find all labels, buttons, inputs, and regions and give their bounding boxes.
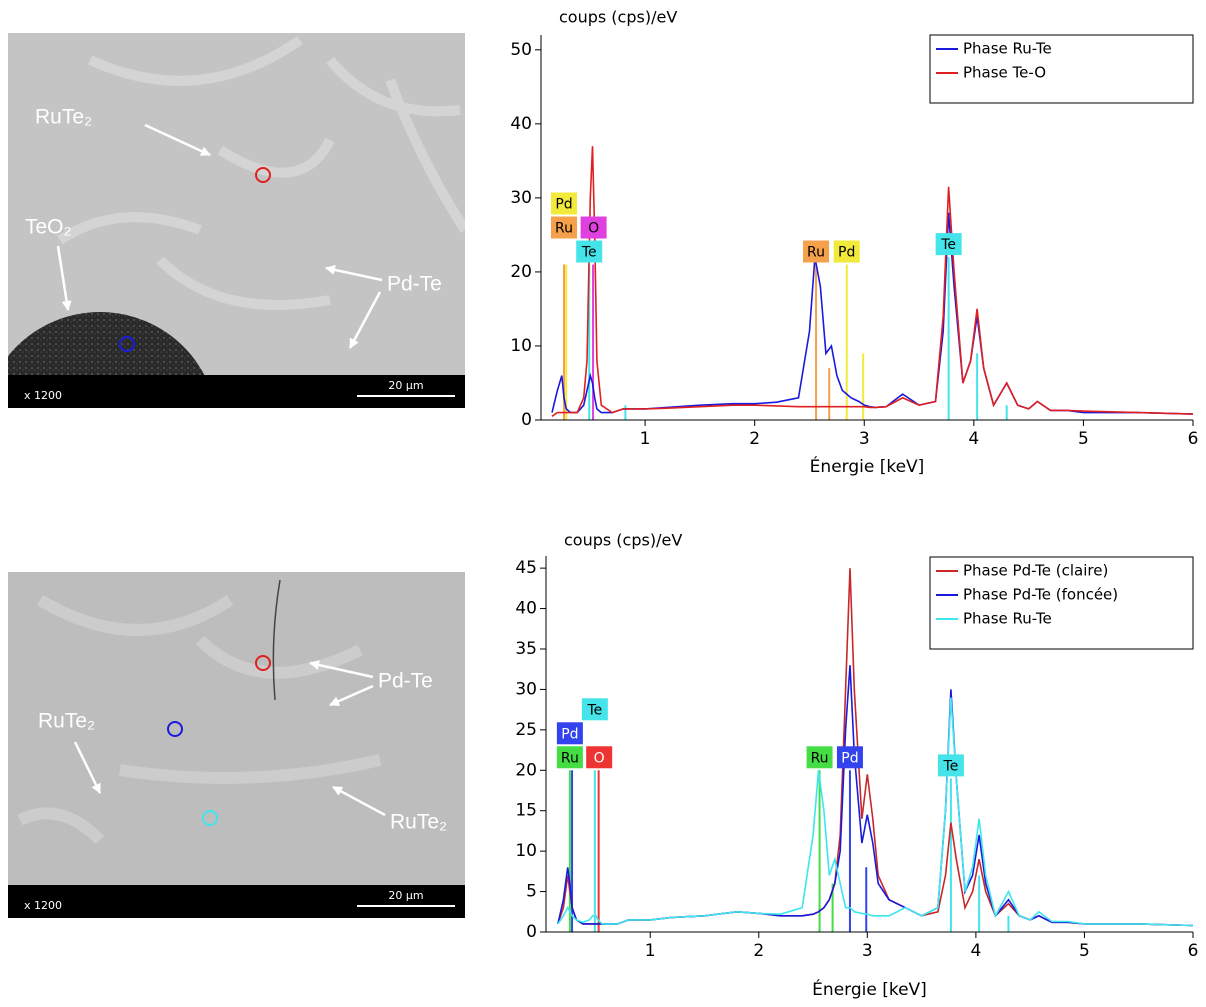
y-tick-label: 20: [515, 760, 537, 780]
x-tick-label: 1: [645, 941, 656, 961]
x-tick-label: 6: [1188, 941, 1199, 961]
y-tick-label: 35: [515, 639, 537, 659]
spectrum-line: [551, 212, 1194, 415]
legend-box: [929, 34, 1194, 104]
element-tag-label: O: [588, 221, 599, 237]
magnification: x 1200: [24, 389, 62, 402]
y-tick-label: 40: [510, 114, 532, 134]
x-axis-label: Énergie [keV]: [812, 978, 927, 1000]
legend-box: [929, 556, 1194, 650]
x-axis-label: Énergie [keV]: [810, 455, 925, 477]
spectra: coups (cps)/eV Énergie [keV] Te O Ru Pd Ru Pd Te…: [510, 8, 1198, 1001]
element-tag-label: Pd: [838, 245, 855, 261]
element-tag: [551, 216, 578, 239]
legend-label: Phase Ru-Te: [963, 610, 1052, 628]
legend-label: Phase Pd-Te (claire): [963, 562, 1108, 580]
x-tick-label: 6: [1188, 429, 1199, 449]
phase-label: RuTe₂: [390, 811, 447, 834]
element-tag: [935, 233, 962, 256]
element-tag-label: Pd: [555, 197, 572, 213]
y-tick-label: 20: [510, 262, 532, 282]
element-tag-label: O: [594, 750, 605, 766]
element-tag: [556, 722, 583, 745]
y-axis-label: coups (cps)/eV: [564, 531, 682, 550]
element-tag: [581, 698, 608, 721]
element-tag-label: Te: [581, 245, 597, 261]
x-tick-label: 5: [1078, 429, 1089, 449]
y-tick-label: 0: [521, 410, 532, 430]
element-tag: [806, 746, 833, 769]
phase-label: RuTe₂: [35, 106, 92, 129]
y-tick-label: 10: [510, 336, 532, 356]
element-tag: [580, 216, 607, 239]
element-tag-label: Ru: [811, 750, 829, 766]
element-tag: [586, 746, 613, 769]
element-tag-label: Ru: [555, 221, 573, 237]
phase-label: Pd-Te: [387, 273, 442, 296]
magnification: x 1200: [24, 899, 62, 912]
spectrum-line: [557, 665, 1194, 927]
x-tick-label: 3: [862, 941, 873, 961]
x-tick-label: 4: [970, 941, 981, 961]
x-tick-label: 2: [749, 429, 760, 449]
x-tick-label: 2: [753, 941, 764, 961]
element-tag: [551, 192, 578, 215]
x-tick-label: 3: [859, 429, 870, 449]
y-tick-label: 5: [526, 882, 537, 902]
y-tick-label: 30: [510, 188, 532, 208]
element-tag-label: Te: [943, 758, 959, 774]
phase-label: Pd-Te: [378, 670, 433, 693]
element-tag-label: Te: [940, 237, 956, 253]
x-tick-label: 1: [640, 429, 651, 449]
element-tag: [833, 240, 860, 263]
element-tag-label: Te: [586, 702, 602, 718]
y-tick-label: 25: [515, 720, 537, 740]
y-tick-label: 40: [515, 599, 537, 619]
element-tag: [556, 746, 583, 769]
element-tag: [576, 240, 603, 263]
scale-bar: 20 µm: [388, 379, 423, 392]
element-tag-label: Pd: [561, 726, 578, 742]
phase-label: RuTe₂: [38, 710, 95, 733]
element-tag: [836, 746, 863, 769]
sem-image: x 1200 20 µm Pd-Te RuTe₂ RuTe₂: [8, 572, 465, 918]
y-tick-label: 0: [526, 922, 537, 942]
x-tick-label: 5: [1079, 941, 1090, 961]
legend-label: Phase Pd-Te (foncée): [963, 586, 1118, 604]
y-tick-label: 15: [515, 801, 537, 821]
phase-label: TeO₂: [25, 216, 72, 239]
legend-label: Phase Ru-Te: [963, 40, 1052, 58]
element-tag-label: Ru: [561, 750, 579, 766]
y-tick-label: 10: [515, 841, 537, 861]
scale-bar: 20 µm: [388, 889, 423, 902]
y-axis-label: coups (cps)/eV: [559, 8, 677, 27]
sem-image: x 1200 20 µm RuTe₂ TeO₂ Pd-Te: [8, 33, 465, 408]
spectrum-line: [557, 697, 1194, 927]
y-tick-label: 30: [515, 679, 537, 699]
spectrum-line: [551, 146, 1194, 417]
element-tag: [803, 240, 830, 263]
element-tag-label: Pd: [841, 750, 858, 766]
x-tick-label: 4: [968, 429, 979, 449]
legend-label: Phase Te-O: [963, 64, 1046, 82]
element-tag-label: Ru: [807, 245, 825, 261]
y-tick-label: 50: [510, 40, 532, 60]
y-tick-label: 45: [515, 558, 537, 578]
element-tag: [937, 754, 964, 777]
